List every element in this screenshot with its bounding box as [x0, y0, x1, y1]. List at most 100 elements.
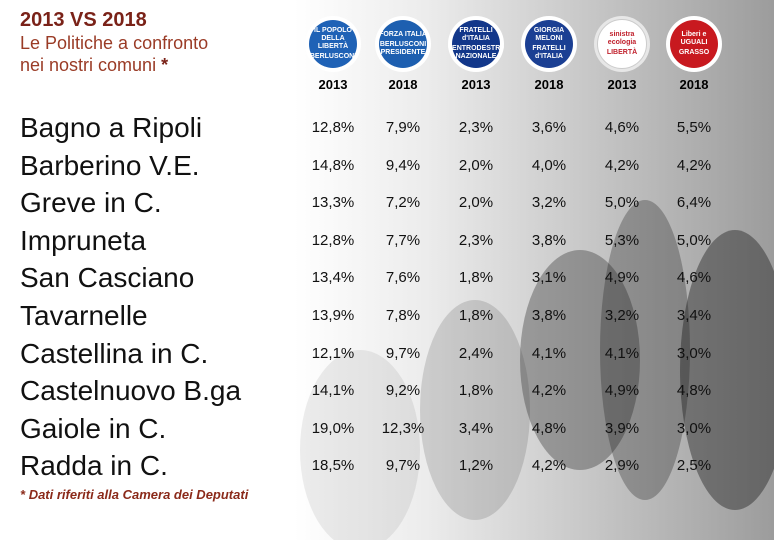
value-cell: 9,7%	[385, 457, 421, 475]
value-cell: 4,1%	[531, 344, 567, 362]
value-cell: 14,8%	[311, 156, 355, 174]
subtitle-line-2-text: nei nostri comuni	[20, 55, 157, 75]
logo-text-bottom: BERLUSCONI PRESIDENTE	[379, 41, 427, 56]
value-cell: 2,5%	[676, 457, 712, 475]
value-cell: 7,9%	[385, 119, 421, 136]
year-label: 2013	[607, 77, 637, 92]
value-cell: 1,8%	[458, 307, 494, 324]
page-title: 2013 VS 2018	[20, 9, 147, 31]
subtitle-line-1: Le Politiche a confronto	[20, 33, 209, 53]
value-cell: 7,8%	[385, 307, 421, 324]
value-cell: 4,9%	[604, 382, 640, 400]
logo-text-top: FORZA ITALIA	[379, 31, 427, 38]
year-label: 2013	[461, 77, 491, 92]
value-cell: 12,8%	[311, 231, 355, 249]
value-cell: 12,8%	[311, 119, 355, 136]
table-row: Bagno a Ripoli 12,8% 7,9% 2,3% 3,6% 4,6% 5,5%	[0, 110, 774, 146]
value-cell: 3,0%	[676, 344, 712, 362]
value-cell: 4,1%	[604, 344, 640, 362]
logo-text-top: FRATELLI d'ITALIA	[459, 27, 493, 42]
value-cell: 3,8%	[531, 231, 567, 249]
logo-text-top: Liberi e UGUALI	[680, 31, 708, 46]
value-cell: 1,8%	[458, 382, 494, 400]
pdl-logo: IL POPOLO DELLA LIBERTÀ BERLUSCONI	[305, 16, 361, 72]
value-cell: 4,2%	[604, 156, 640, 174]
table-row: Impruneta 12,8% 7,7% 2,3% 3,8% 5,3% 5,0%	[0, 223, 774, 259]
table-row: Castellina in C. 12,1% 9,7% 2,4% 4,1% 4,1% 3,0…	[0, 336, 774, 372]
value-cell: 4,8%	[531, 419, 567, 437]
value-cell: 2,0%	[458, 194, 494, 212]
liberi-e-uguali-logo: Liberi e UGUALI GRASSO	[666, 16, 722, 72]
fratelli-italia-meloni-logo: GIORGIA MELONI FRATELLI d'ITALIA	[521, 16, 577, 72]
value-cell: 3,1%	[531, 269, 567, 287]
value-cell: 3,4%	[458, 419, 494, 437]
logo-text-bottom: BERLUSCONI	[309, 53, 357, 60]
value-cell: 3,0%	[676, 419, 712, 437]
value-cell: 2,3%	[458, 231, 494, 249]
value-cell: 5,3%	[604, 231, 640, 249]
subtitle-asterisk: *	[161, 55, 169, 75]
value-cell: 3,4%	[676, 307, 712, 324]
value-cell: 4,6%	[604, 119, 640, 136]
logo-text-top: sinistra ecologia	[607, 31, 637, 46]
logo-text-bottom: LIBERTÀ	[606, 49, 638, 56]
header: 2013 VS 2018 Le Politiche a confronto ne…	[20, 8, 208, 76]
value-cell: 12,3%	[381, 419, 425, 437]
value-cell: 13,9%	[311, 307, 355, 324]
value-cell: 2,4%	[458, 344, 494, 362]
year-label: 2013	[318, 77, 348, 92]
value-cell: 1,8%	[458, 269, 494, 287]
value-cell: 2,0%	[458, 156, 494, 174]
comune-name: Castellina in C.	[20, 337, 209, 369]
value-cell: 4,8%	[676, 382, 712, 400]
footnote-text: Dati riferiti alla Camera dei Deputati	[28, 487, 249, 502]
footnote-asterisk: *	[20, 487, 26, 502]
value-cell: 7,7%	[385, 231, 421, 249]
value-cell: 4,2%	[531, 457, 567, 475]
table-row: Tavarnelle 13,9% 7,8% 1,8% 3,8% 3,2% 3,4%	[0, 298, 774, 334]
value-cell: 13,4%	[311, 269, 355, 287]
value-cell: 4,0%	[531, 156, 567, 174]
value-cell: 5,0%	[676, 231, 712, 249]
logo-text-bottom: FRATELLI d'ITALIA	[532, 45, 566, 60]
value-cell: 5,0%	[604, 194, 640, 212]
value-cell: 3,2%	[604, 307, 640, 324]
value-cell: 6,4%	[676, 194, 712, 212]
comune-name: Bagno a Ripoli	[20, 112, 203, 143]
value-cell: 9,4%	[385, 156, 421, 174]
value-cell: 18,5%	[311, 457, 355, 475]
logo-text-bottom: CENTRODESTRA NAZIONALE	[448, 45, 504, 60]
table-row: Castelnuovo B.ga 14,1% 9,2% 1,8% 4,2% 4,9% 4,8…	[0, 373, 774, 409]
subtitle-line-2: nei nostri comuni *	[20, 54, 208, 76]
value-cell: 4,9%	[604, 269, 640, 287]
comune-name: Impruneta	[20, 224, 147, 256]
value-cell: 3,2%	[531, 194, 567, 212]
value-cell: 12,1%	[311, 344, 355, 362]
comune-name: Greve in C.	[20, 187, 162, 219]
table-row: Gaiole in C. 19,0% 12,3% 3,4% 4,8% 3,9% 3,0%	[0, 411, 774, 447]
comune-name: Gaiole in C.	[20, 412, 167, 444]
comune-name: Barberino V.E.	[20, 149, 200, 181]
logo-text-top: GIORGIA MELONI	[533, 27, 565, 42]
value-cell: 13,3%	[311, 194, 355, 212]
value-cell: 5,5%	[676, 119, 712, 136]
table-row: Greve in C. 13,3% 7,2% 2,0% 3,2% 5,0% 6,4%	[0, 185, 774, 221]
year-label: 2018	[534, 77, 564, 92]
value-cell: 4,2%	[676, 156, 712, 174]
value-cell: 2,3%	[458, 119, 494, 136]
value-cell: 7,6%	[385, 269, 421, 287]
value-cell: 9,7%	[385, 344, 421, 362]
sinistra-ecologia-liberta-logo: sinistra ecologia LIBERTÀ	[594, 16, 650, 72]
value-cell: 14,1%	[311, 382, 355, 400]
year-label: 2018	[388, 77, 418, 92]
year-label: 2018	[679, 77, 709, 92]
comune-name: San Casciano	[20, 262, 195, 294]
fratelli-italia-2013-logo: FRATELLI d'ITALIA CENTRODESTRA NAZIONALE	[448, 16, 504, 72]
value-cell: 19,0%	[311, 419, 355, 437]
value-cell: 3,9%	[604, 419, 640, 437]
footnote: * Dati riferiti alla Camera dei Deputati	[20, 487, 248, 502]
value-cell: 3,8%	[531, 307, 567, 324]
value-cell: 4,6%	[676, 269, 712, 287]
value-cell: 4,2%	[531, 382, 567, 400]
